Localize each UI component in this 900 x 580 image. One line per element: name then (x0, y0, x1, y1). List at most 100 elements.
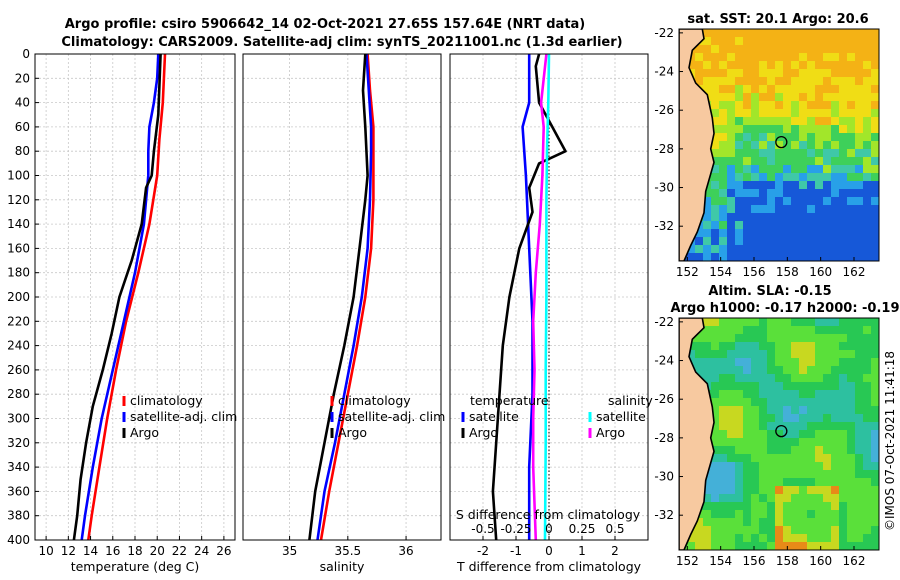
x-tick-label: 0 (545, 544, 553, 558)
top-tick-label: 0.25 (569, 522, 596, 536)
sst-map: 152 154 156 158 160 162 -22 -24 -26 -28 -30 -32 (654, 26, 880, 279)
series-line-temperature-argo (491, 53, 567, 541)
x-axis-label: salinity (320, 559, 365, 574)
x-tick-label: 36 (398, 544, 413, 558)
x-tick-label: 1 (578, 544, 586, 558)
legend-entry: Argo (469, 425, 498, 440)
x-tick-label: -1 (510, 544, 522, 558)
y-tick-label: 160 (7, 241, 30, 255)
x-tick-label: 14 (83, 544, 98, 558)
map-y-tick-label: -22 (654, 26, 674, 40)
salinity-panel: 35 35.5 36 salinity climatologysatellite-adj… (242, 53, 445, 574)
map-x-tick-label: 156 (743, 265, 766, 279)
map-x-tick-label: 158 (776, 554, 799, 568)
map-frame (678, 28, 880, 262)
x-tick-label: 18 (127, 544, 142, 558)
x-tick-label: 12 (61, 544, 76, 558)
y-tick-label: 320 (7, 436, 30, 450)
map-y-tick-label: -32 (654, 508, 674, 522)
axes-frame (242, 53, 442, 541)
map-y-tick-label: -28 (654, 142, 674, 156)
series-line-salinity-argo (531, 53, 548, 541)
y-tick-label: 120 (7, 193, 30, 207)
legend-entry: satellite (469, 409, 519, 424)
y-tick-label: 340 (7, 460, 30, 474)
map-y-tick-label: -26 (654, 103, 674, 117)
argo-float-marker (775, 135, 788, 149)
y-tick-label: 200 (7, 290, 30, 304)
map-y-tick-label: -24 (654, 65, 674, 79)
x-tick-label: 16 (105, 544, 120, 558)
temperature-panel: 10 12 14 16 18 20 22 24 26 temperature (deg C) 0 20… (7, 47, 237, 574)
map-y-tick-label: -26 (654, 392, 674, 406)
legend-entry: Argo (130, 425, 159, 440)
map-x-tick-label: 152 (676, 265, 699, 279)
map-y-tick-label: -30 (654, 181, 674, 195)
series-line-argo (72, 53, 162, 541)
map-y-tick-label: -28 (654, 431, 674, 445)
map-field (679, 29, 879, 261)
x-tick-label: 2 (611, 544, 619, 558)
x-tick-label: 26 (216, 544, 231, 558)
legend-entry: satellite (596, 409, 646, 424)
map-x-tick-label: 156 (743, 554, 766, 568)
sla-map-title-line1: Altim. SLA: -0.15 (708, 284, 831, 299)
series-line-satellite-adj-clim (316, 53, 373, 541)
legend-entry: Argo (338, 425, 367, 440)
map-y-tick-label: -22 (654, 315, 674, 329)
series-line-temperature-satellite (521, 54, 534, 540)
y-tick-label: 280 (7, 387, 30, 401)
x-tick-label: 35.5 (334, 544, 361, 558)
figure-title-line2: Climatology: CARS2009. Satellite-adj cli… (61, 35, 622, 50)
sst-map-title: sat. SST: 20.1 Argo: 20.6 (687, 12, 868, 27)
y-tick-label: 60 (15, 120, 30, 134)
y-tick-label: 80 (15, 144, 30, 158)
map-x-tick-label: 162 (843, 554, 866, 568)
series-line-climatology (319, 53, 375, 541)
map-y-tick-label: -24 (654, 354, 674, 368)
figure-title-line1: Argo profile: csiro 5906642_14 02-Oct-20… (65, 17, 586, 32)
y-tick-label: 180 (7, 266, 30, 280)
legend-entry: climatology (338, 393, 411, 408)
map-x-tick-label: 152 (676, 554, 699, 568)
x-tick-label: 10 (38, 544, 53, 558)
map-y-tick-label: -32 (654, 219, 674, 233)
x-axis-label: T difference from climatology (456, 559, 642, 574)
argo-float-marker (775, 424, 788, 438)
y-tick-label: 140 (7, 217, 30, 231)
top-tick-label: -0.25 (500, 522, 531, 536)
legend-entry: Argo (596, 425, 625, 440)
coastline (679, 318, 715, 550)
series-line-climatology (87, 53, 167, 541)
y-tick-label: 0 (22, 47, 30, 61)
sla-map-title-line2: Argo h1000: -0.17 h2000: -0.19 (670, 301, 899, 316)
y-tick-label: 380 (7, 509, 30, 523)
map-x-tick-label: 154 (709, 554, 732, 568)
y-tick-label: 260 (7, 363, 30, 377)
map-y-tick-label: -30 (654, 470, 674, 484)
top-tick-label: 0.5 (605, 522, 624, 536)
sla-map: 152 154 156 158 160 162 -22 -24 -26 -28 -30 -32 (654, 315, 880, 568)
map-x-tick-label: 160 (809, 265, 832, 279)
y-tick-label: 100 (7, 169, 30, 183)
series-line-satellite-adj-clim (80, 53, 160, 541)
y-tick-label: 240 (7, 339, 30, 353)
x-tick-label: 20 (150, 544, 165, 558)
y-tick-label: 220 (7, 314, 30, 328)
imos-watermark: ©IMOS 07-Oct-2021 11:41:18 (883, 351, 897, 531)
map-x-tick-label: 162 (843, 265, 866, 279)
x-tick-label: 24 (194, 544, 209, 558)
y-tick-label: 20 (15, 71, 30, 85)
x-tick-label: 22 (172, 544, 187, 558)
legend-group-title: salinity (608, 393, 653, 408)
map-x-tick-label: 160 (809, 554, 832, 568)
y-tick-label: 360 (7, 484, 30, 498)
y-tick-label: 300 (7, 412, 30, 426)
x-tick-label: -2 (477, 544, 489, 558)
map-field (679, 318, 879, 550)
legend-entry: climatology (130, 393, 203, 408)
legend-group-title: temperature (470, 393, 549, 408)
top-tick-label: -0.5 (471, 522, 494, 536)
difference-panel: -2 -1 0 1 2T difference from climatology S di… (449, 53, 653, 574)
